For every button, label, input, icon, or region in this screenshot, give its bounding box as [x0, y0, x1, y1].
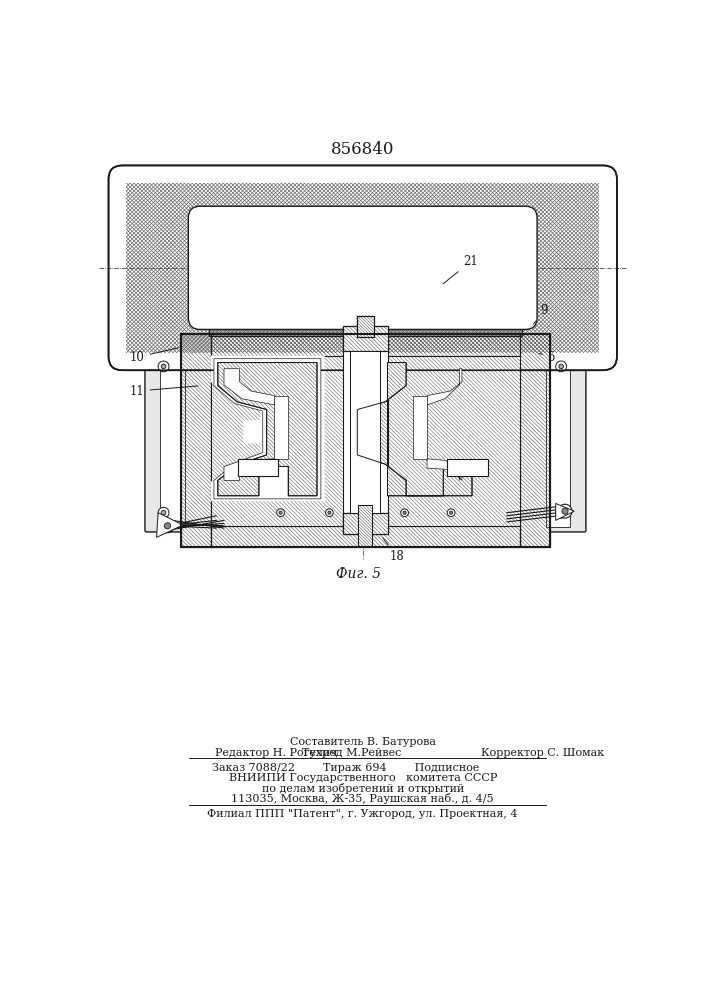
- Circle shape: [448, 509, 455, 517]
- Polygon shape: [218, 363, 317, 496]
- Bar: [343, 326, 387, 534]
- Text: 10: 10: [130, 348, 179, 364]
- Text: Техред М.Рейвес: Техред М.Рейвес: [302, 748, 402, 758]
- Circle shape: [161, 364, 166, 369]
- Polygon shape: [211, 334, 520, 356]
- Circle shape: [325, 509, 333, 517]
- Text: 18: 18: [383, 538, 404, 563]
- Text: Редактор Н. Рогулич: Редактор Н. Рогулич: [215, 748, 337, 758]
- Circle shape: [562, 508, 568, 514]
- Circle shape: [401, 509, 409, 517]
- Circle shape: [160, 519, 175, 533]
- Bar: [182, 334, 549, 547]
- Polygon shape: [357, 363, 472, 496]
- Text: ВНИИПИ Государственного   комитета СССР: ВНИИПИ Государственного комитета СССР: [228, 773, 497, 783]
- Text: 856840: 856840: [331, 141, 395, 158]
- Bar: [351, 351, 380, 513]
- Polygon shape: [224, 369, 274, 405]
- Bar: [343, 513, 387, 534]
- Circle shape: [158, 507, 169, 518]
- Bar: [182, 334, 549, 547]
- Text: Фиг. 5: Фиг. 5: [337, 567, 381, 581]
- Circle shape: [161, 510, 166, 515]
- Bar: [546, 346, 571, 527]
- Text: 113035, Москва, Ж-35, Раушская наб., д. 4/5: 113035, Москва, Ж-35, Раушская наб., д. …: [231, 793, 494, 804]
- Text: 9: 9: [533, 304, 548, 324]
- FancyBboxPatch shape: [544, 340, 586, 532]
- Text: Заказ 7088/22        Тираж 694        Подписное: Заказ 7088/22 Тираж 694 Подписное: [212, 763, 480, 773]
- Bar: [209, 326, 522, 336]
- Polygon shape: [427, 459, 462, 480]
- Polygon shape: [427, 369, 462, 405]
- Polygon shape: [211, 356, 325, 501]
- Bar: [358, 505, 372, 547]
- Polygon shape: [274, 396, 288, 459]
- Bar: [343, 326, 387, 351]
- Circle shape: [556, 507, 566, 518]
- Circle shape: [450, 511, 452, 514]
- Bar: [343, 513, 387, 534]
- Polygon shape: [182, 334, 211, 547]
- Bar: [238, 459, 279, 476]
- Bar: [160, 346, 185, 527]
- Bar: [356, 316, 373, 337]
- Text: 21: 21: [443, 255, 478, 284]
- Circle shape: [556, 361, 566, 372]
- FancyBboxPatch shape: [145, 340, 187, 532]
- Circle shape: [559, 510, 563, 515]
- Circle shape: [558, 504, 572, 518]
- Text: Составитель В. Батурова: Составитель В. Батурова: [290, 737, 436, 747]
- Bar: [356, 316, 373, 337]
- Bar: [387, 356, 520, 526]
- Polygon shape: [156, 513, 183, 537]
- Bar: [448, 459, 488, 476]
- Circle shape: [559, 364, 563, 369]
- Bar: [211, 356, 520, 526]
- Text: Корректор С. Шомак: Корректор С. Шомак: [481, 748, 604, 758]
- Polygon shape: [556, 503, 574, 520]
- Bar: [343, 326, 387, 351]
- Text: 11: 11: [130, 385, 198, 398]
- Circle shape: [328, 511, 331, 514]
- FancyBboxPatch shape: [188, 206, 537, 329]
- Text: Филиал ППП "Патент", г. Ужгород, ул. Проектная, 4: Филиал ППП "Патент", г. Ужгород, ул. Про…: [207, 809, 518, 819]
- Bar: [211, 356, 343, 526]
- Polygon shape: [413, 396, 427, 459]
- Bar: [209, 326, 522, 336]
- Bar: [358, 505, 372, 547]
- Polygon shape: [520, 334, 549, 547]
- Circle shape: [276, 509, 284, 517]
- Polygon shape: [211, 526, 520, 547]
- Polygon shape: [214, 359, 321, 499]
- Circle shape: [164, 523, 170, 529]
- Circle shape: [158, 361, 169, 372]
- Text: 5: 5: [539, 351, 556, 364]
- Text: по делам изобретений и открытий: по делам изобретений и открытий: [262, 783, 464, 794]
- Circle shape: [279, 511, 282, 514]
- Polygon shape: [224, 459, 274, 480]
- FancyBboxPatch shape: [109, 165, 617, 370]
- Circle shape: [403, 511, 406, 514]
- Bar: [209, 326, 522, 336]
